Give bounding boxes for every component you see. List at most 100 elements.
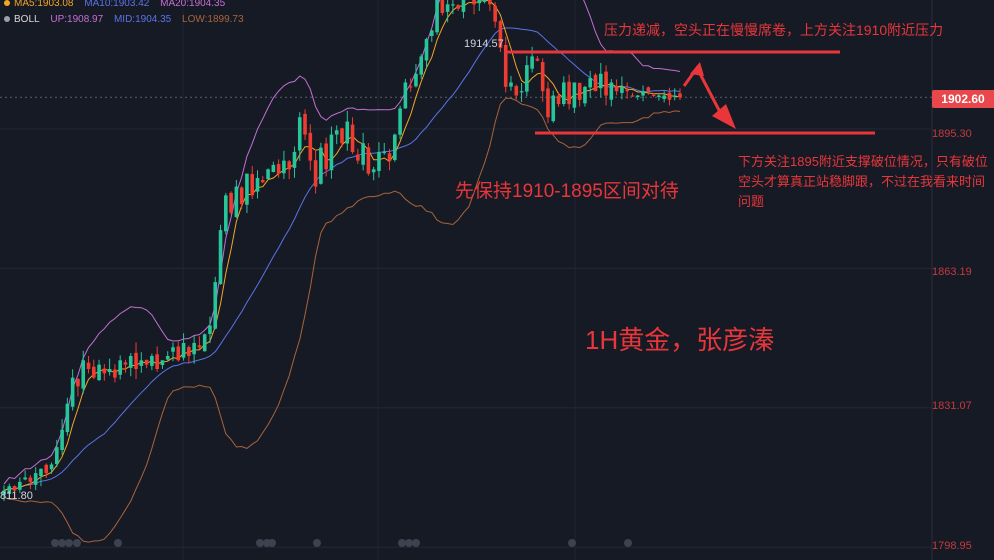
candle-body bbox=[282, 160, 286, 174]
candle-body bbox=[33, 473, 38, 485]
candle-body bbox=[493, 5, 497, 22]
candle-body bbox=[371, 169, 376, 173]
candle-body bbox=[440, 0, 445, 14]
candle-body bbox=[260, 179, 265, 183]
candle-body bbox=[414, 73, 418, 87]
axis-tick-1895: 1895.30 bbox=[932, 128, 972, 140]
candle-body bbox=[324, 143, 328, 170]
candle-body bbox=[382, 151, 387, 154]
candle-body bbox=[7, 486, 12, 494]
candle-body bbox=[107, 368, 112, 373]
candle-body bbox=[292, 151, 297, 168]
candle-body bbox=[451, 4, 455, 6]
candle-body bbox=[609, 82, 614, 100]
candle-body bbox=[128, 355, 133, 368]
candle-body bbox=[155, 354, 159, 369]
candle-body bbox=[361, 143, 365, 165]
candle-body bbox=[393, 134, 397, 161]
candle-body bbox=[482, 0, 487, 2]
candle-body bbox=[514, 86, 519, 96]
candle-body bbox=[435, 0, 439, 33]
axis-tick-1863: 1863.19 bbox=[932, 266, 972, 278]
candle-body bbox=[635, 95, 640, 98]
candle-body bbox=[672, 95, 677, 97]
candle-body bbox=[102, 368, 107, 374]
boll-legend: BOLL UP:1908.97 MID:1904.35 LOW:1899.73 bbox=[4, 14, 252, 25]
candle-body bbox=[76, 378, 80, 387]
candle-body bbox=[12, 486, 17, 491]
candle-body bbox=[255, 177, 260, 192]
event-marker-icon bbox=[73, 539, 81, 547]
candle-body bbox=[313, 160, 318, 187]
candle-body bbox=[678, 93, 682, 98]
candle-body bbox=[641, 91, 645, 96]
candle-body bbox=[118, 360, 122, 375]
candle-body bbox=[577, 82, 582, 100]
candle-body bbox=[593, 74, 598, 92]
candle-body bbox=[266, 169, 270, 180]
event-marker-icon bbox=[624, 539, 632, 547]
candle-body bbox=[192, 342, 196, 355]
candle-body bbox=[567, 81, 571, 105]
event-marker-icon bbox=[568, 539, 576, 547]
candle-body bbox=[70, 377, 75, 407]
candle-body bbox=[377, 151, 381, 171]
annotation-range: 先保持1910-1895区间对待 bbox=[455, 181, 679, 202]
candle-body bbox=[588, 78, 593, 88]
candle-body bbox=[49, 464, 54, 470]
high-price-label: 1914.57 bbox=[464, 38, 504, 50]
boll-lower-line bbox=[3, 97, 681, 543]
candle-body bbox=[509, 82, 513, 87]
candle-body bbox=[387, 153, 392, 161]
arrow-head-down bbox=[712, 104, 736, 129]
candle-body bbox=[646, 87, 651, 92]
chart-title-annotation: 1H黄金，张彦溱 bbox=[585, 325, 775, 355]
candle-body bbox=[202, 334, 207, 352]
candle-body bbox=[113, 369, 117, 378]
candle-body bbox=[662, 95, 666, 99]
candle-body bbox=[429, 30, 434, 37]
boll-low-label: LOW:1899.73 bbox=[182, 14, 244, 25]
boll-name: BOLL bbox=[4, 14, 40, 25]
boll-mid-label: MID:1904.35 bbox=[113, 14, 172, 25]
candle-body bbox=[319, 147, 323, 184]
annotation-pressure: 压力递减，空头正在慢慢席卷，上方关注1910附近压力 bbox=[604, 22, 944, 38]
candle-body bbox=[519, 91, 524, 93]
candle-body bbox=[271, 164, 276, 173]
event-marker-icon bbox=[398, 539, 406, 547]
candle-body bbox=[535, 58, 540, 61]
candle-body bbox=[620, 86, 624, 93]
candle-body bbox=[28, 477, 33, 482]
current-price-tag: 1902.60 bbox=[932, 90, 994, 108]
candle-body bbox=[165, 355, 170, 360]
candle-body bbox=[55, 447, 59, 465]
candle-body bbox=[297, 117, 302, 151]
candle-body bbox=[144, 359, 149, 365]
candle-body bbox=[598, 73, 603, 89]
candle-body bbox=[583, 86, 587, 104]
candle-body bbox=[91, 366, 96, 378]
event-marker-icon bbox=[58, 539, 66, 547]
candle-body bbox=[250, 174, 255, 196]
candle-body bbox=[604, 71, 608, 96]
candle-body bbox=[224, 195, 228, 232]
candle-body bbox=[218, 230, 223, 285]
ma10-label: MA10:1903.42 bbox=[84, 0, 150, 9]
candle-body bbox=[287, 161, 291, 170]
candle-body bbox=[150, 355, 154, 366]
candle-body bbox=[176, 346, 181, 361]
candle-body bbox=[234, 186, 239, 218]
candle-body bbox=[303, 113, 307, 135]
arrow-head-up bbox=[690, 62, 704, 76]
candle-body bbox=[657, 95, 661, 97]
candle-body bbox=[398, 108, 402, 135]
candle-body bbox=[329, 134, 334, 171]
candle-body bbox=[23, 477, 27, 480]
candle-body bbox=[276, 164, 281, 174]
candle-body bbox=[366, 147, 371, 174]
candle-body bbox=[503, 44, 508, 87]
candle-body bbox=[134, 352, 138, 369]
candle-body bbox=[530, 56, 534, 69]
candle-body bbox=[2, 490, 6, 495]
candle-body bbox=[614, 86, 619, 92]
